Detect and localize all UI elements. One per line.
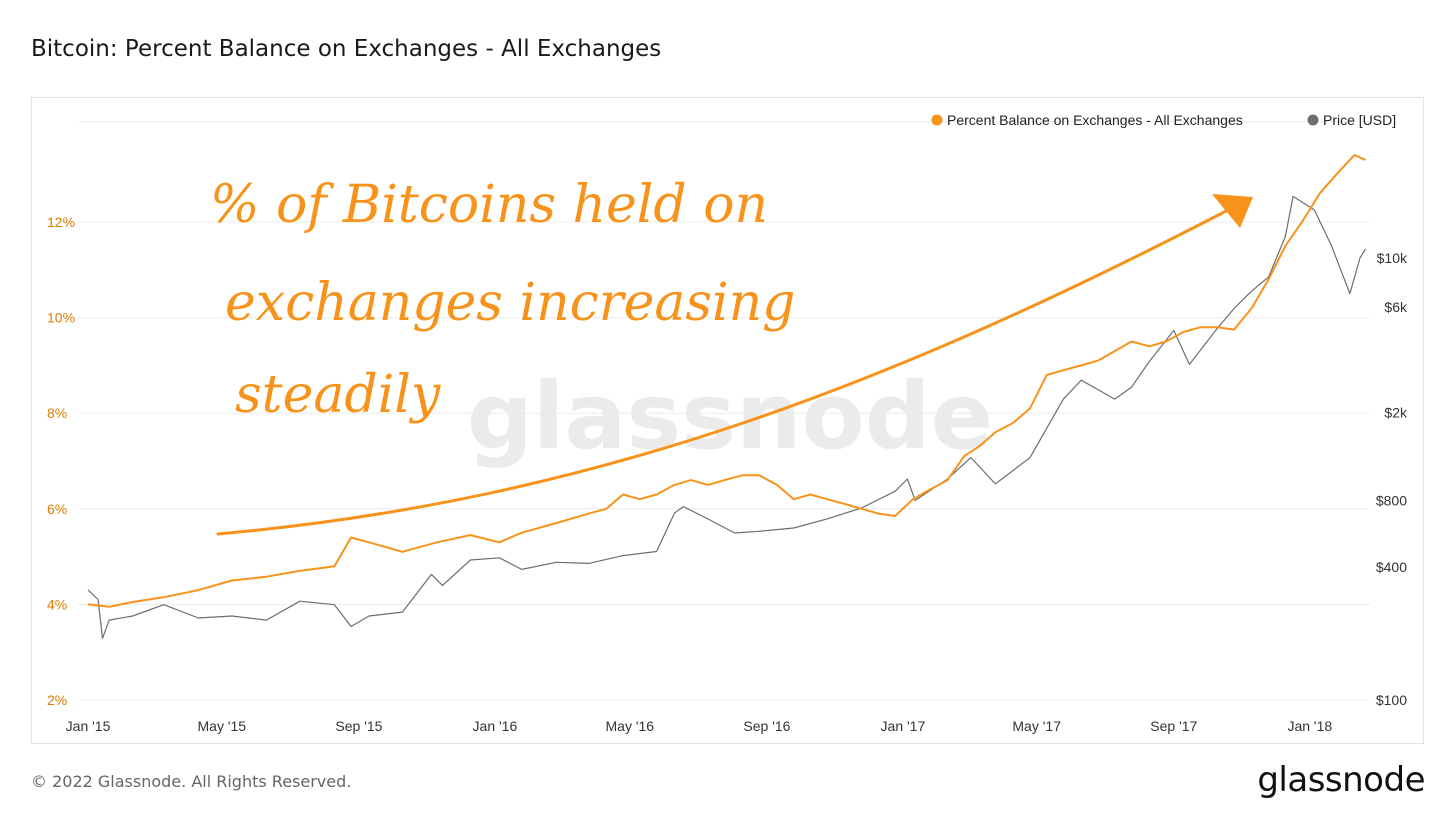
y-right-tick-label: $100 (1376, 692, 1407, 708)
y-right-tick-label: $800 (1376, 492, 1407, 508)
annotation-line-2: exchanges increasing (225, 273, 795, 333)
copyright-footer: © 2022 Glassnode. All Rights Reserved. (31, 772, 352, 791)
annotation-line-3: steadily (235, 365, 441, 425)
glassnode-logo: glassnode (1257, 760, 1425, 800)
y-right-tick-label: $2k (1384, 404, 1408, 420)
y-left-tick-label: 2% (47, 692, 67, 708)
x-tick-label: Jan '16 (473, 718, 518, 734)
annotation-arrow-head (1212, 194, 1253, 228)
x-tick-label: Jan '15 (66, 718, 111, 734)
legend-label-price: Price [USD] (1323, 112, 1396, 128)
price-series-line (87, 195, 1367, 640)
x-tick-label: Jan '17 (881, 718, 926, 734)
y-left-tick-label: 6% (47, 501, 67, 517)
y-right-tick-label: $10k (1377, 250, 1408, 266)
y-left-tick-label: 10% (47, 310, 75, 326)
y-left-tick-label: 8% (47, 405, 67, 421)
legend-marker-balance (931, 114, 943, 126)
legend-label-balance: Percent Balance on Exchanges - All Excha… (947, 112, 1243, 128)
chart-title: Bitcoin: Percent Balance on Exchanges - … (31, 36, 662, 62)
x-tick-label: Sep '16 (743, 718, 790, 734)
annotation-line-1: % of Bitcoins held on (210, 175, 768, 235)
x-tick-label: Sep '17 (1150, 718, 1197, 734)
x-tick-label: Sep '15 (335, 718, 382, 734)
x-tick-label: May '16 (606, 718, 655, 734)
chart-frame (31, 97, 1424, 744)
x-tick-label: Jan '18 (1287, 718, 1332, 734)
y-right-tick-label: $6k (1384, 299, 1408, 315)
y-right-tick-label: $400 (1376, 559, 1407, 575)
x-tick-label: May '17 (1012, 718, 1061, 734)
watermark-text: glassnode (467, 363, 993, 470)
y-left-tick-label: 4% (47, 596, 67, 612)
legend-marker-price (1307, 114, 1319, 126)
y-left-tick-label: 12% (47, 214, 75, 230)
x-tick-label: May '15 (198, 718, 247, 734)
balance-series-line (87, 154, 1366, 608)
annotation-arrow-shaft (216, 206, 1234, 536)
